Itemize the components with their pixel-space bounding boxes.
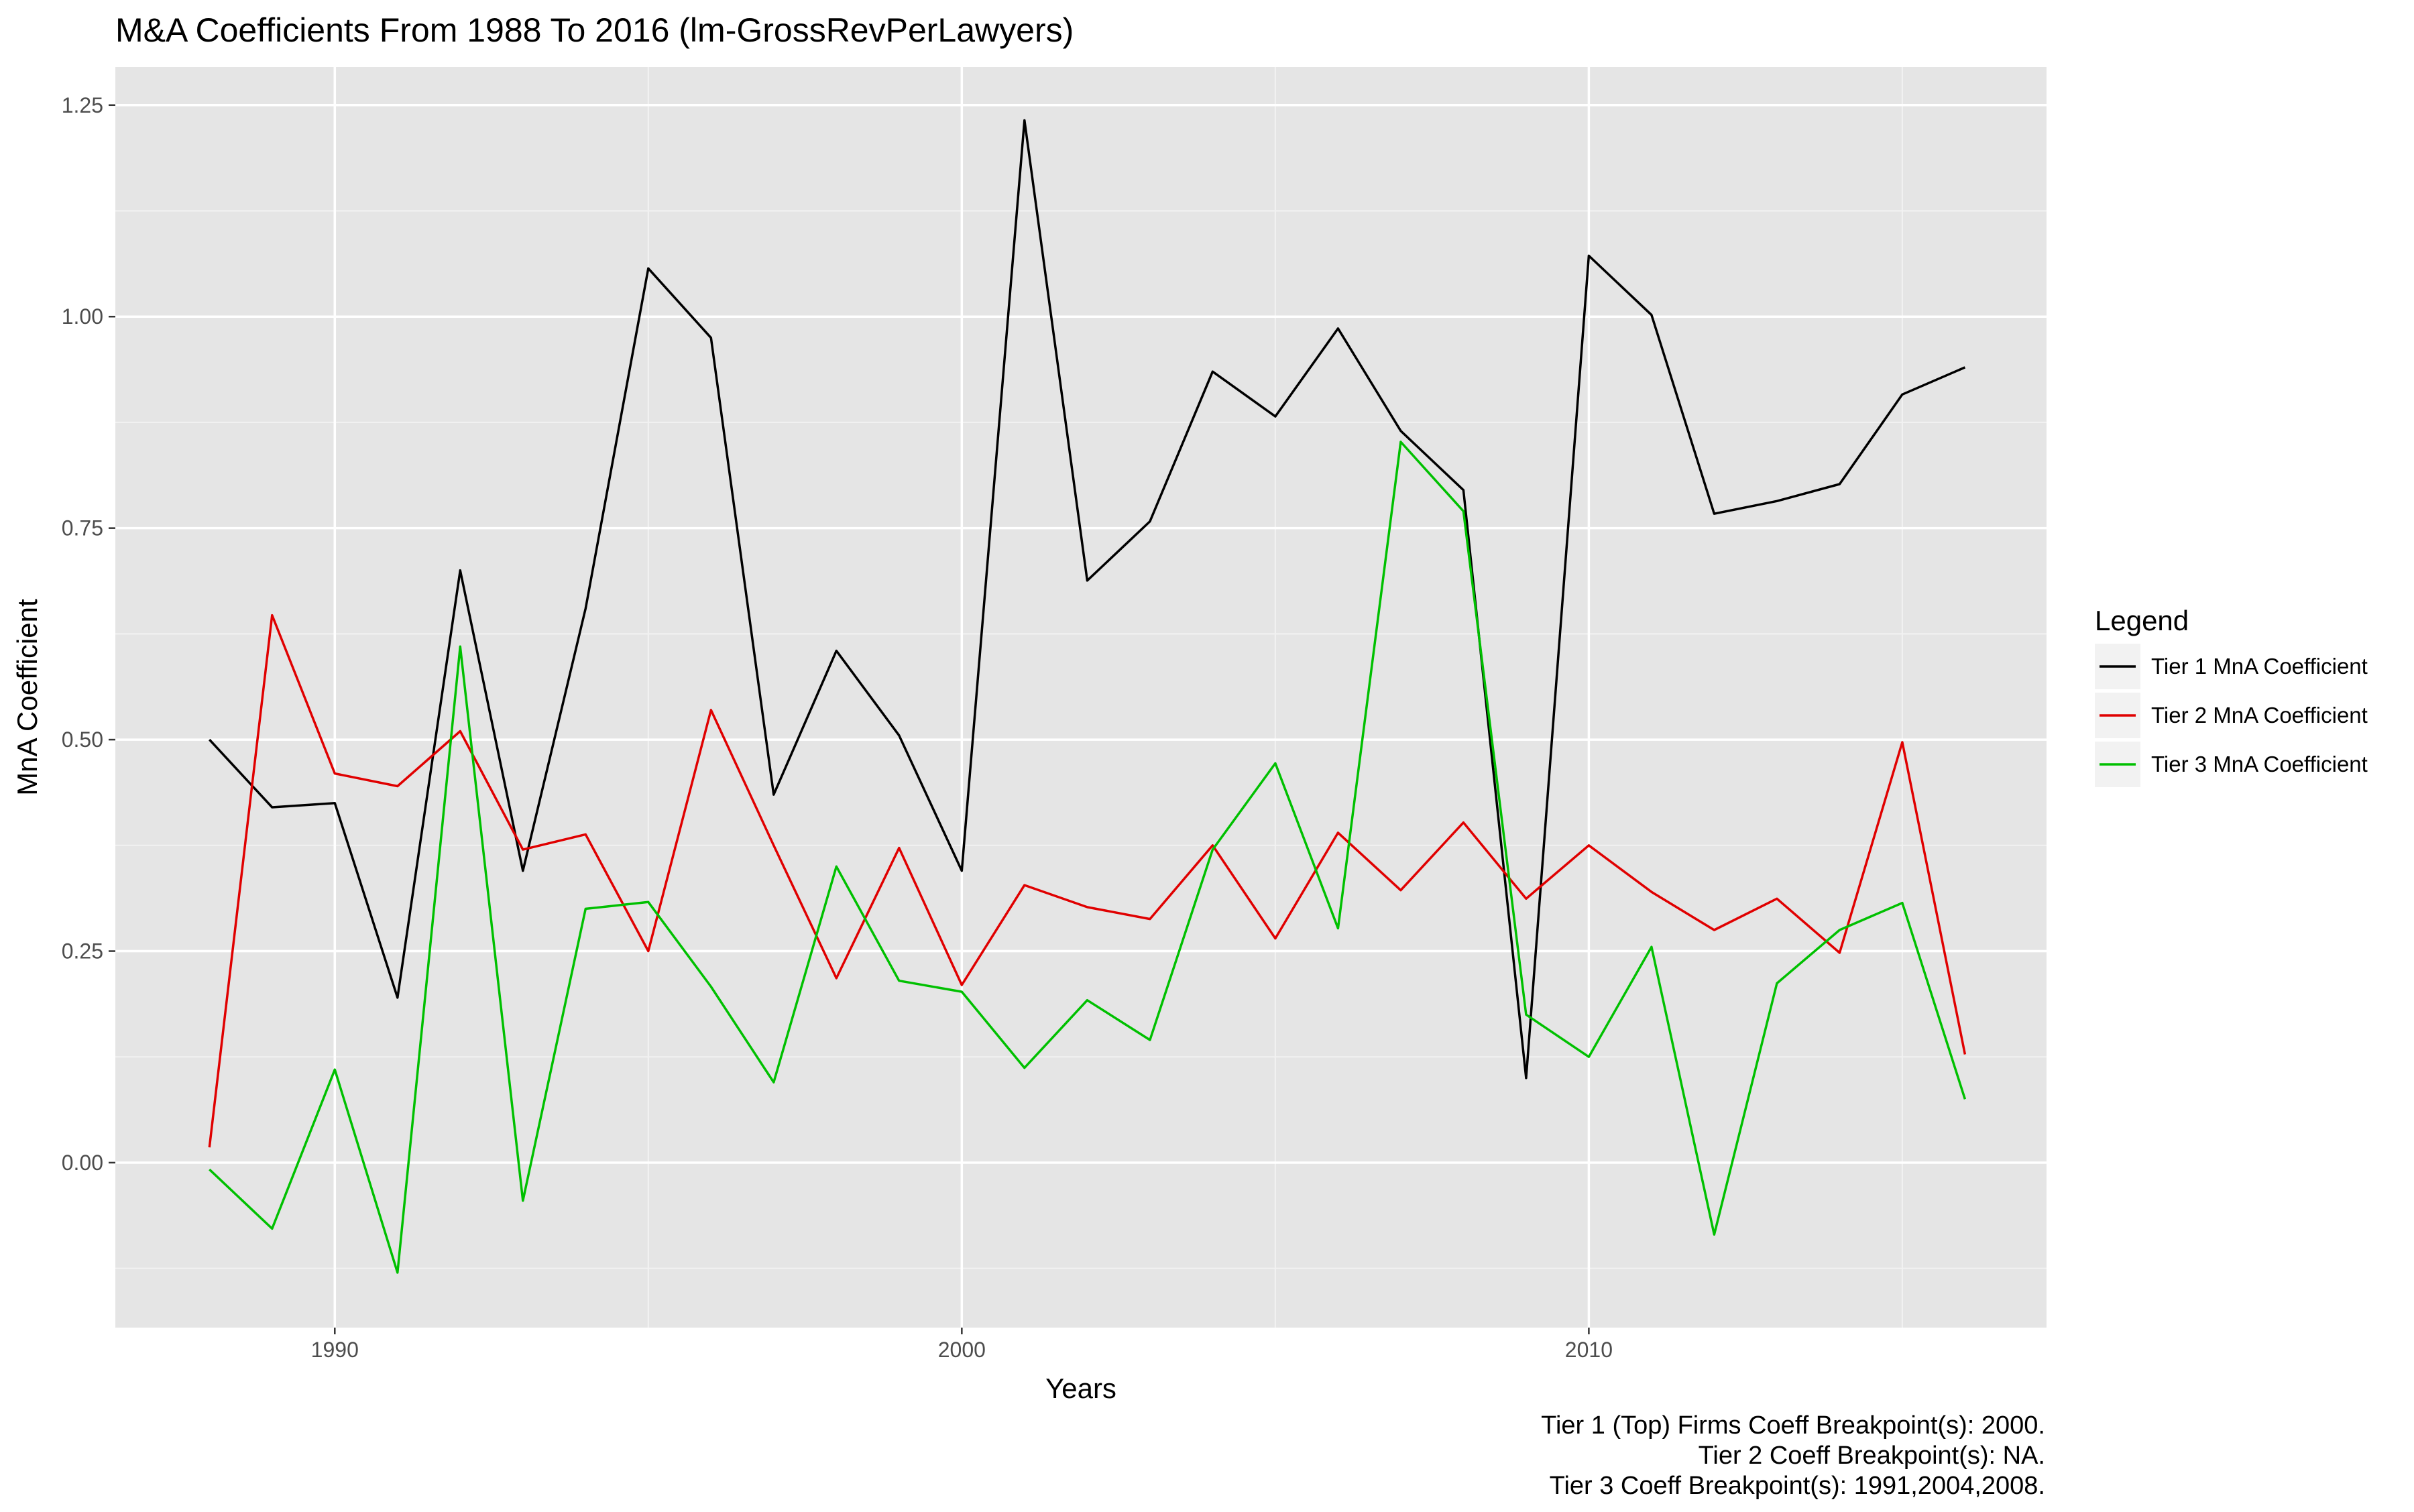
- x-tick-label: 2010: [1565, 1338, 1613, 1362]
- y-tick-label: 0.00: [62, 1151, 103, 1175]
- x-tick-label: 2000: [938, 1338, 986, 1362]
- series-line-tier-1: [209, 119, 1966, 1080]
- y-tick-label: 0.50: [62, 728, 103, 752]
- legend-items: Tier 1 MnA Coefficient Tier 2 MnA Coeffic…: [2095, 644, 2368, 787]
- legend-label-tier-2: Tier 2 MnA Coefficient: [2151, 703, 2368, 728]
- breakpoint-caption: Tier 1 (Top) Firms Coeff Breakpoint(s): …: [1541, 1411, 2045, 1500]
- x-axis-ticks: 1990 2000 2010: [311, 1328, 1613, 1362]
- caption-line-tier-3: Tier 3 Coeff Breakpoint(s): 1991,2004,20…: [1550, 1472, 2045, 1500]
- y-axis-ticks: 0.00 0.25 0.50 0.75 1.00 1.25: [62, 93, 115, 1175]
- y-tick-label: 1.00: [62, 304, 103, 329]
- x-tick-label: 1990: [311, 1338, 359, 1362]
- minor-gridlines: [115, 67, 2047, 1328]
- plot-panel: [115, 67, 2047, 1328]
- major-gridlines: [115, 67, 2047, 1328]
- series-line-tier-3: [209, 441, 1967, 1274]
- caption-line-tier-2: Tier 2 Coeff Breakpoint(s): NA.: [1699, 1442, 2045, 1470]
- legend-label-tier-3: Tier 3 MnA Coefficient: [2151, 752, 2368, 776]
- caption-line-tier-1: Tier 1 (Top) Firms Coeff Breakpoint(s): …: [1541, 1411, 2045, 1440]
- chart-title: M&A Coefficients From 1988 To 2016 (lm-G…: [115, 11, 1074, 49]
- series-lines: [208, 119, 1967, 1274]
- y-tick-label: 1.25: [62, 93, 103, 117]
- y-tick-label: 0.25: [62, 939, 103, 964]
- series-line-tier-2: [208, 614, 1967, 1148]
- legend-title: Legend: [2095, 605, 2189, 636]
- legend: Legend Tier 1 MnA Coefficient Tier 2 MnA …: [2095, 605, 2368, 787]
- legend-label-tier-1: Tier 1 MnA Coefficient: [2151, 654, 2368, 679]
- x-axis-title: Years: [1045, 1373, 1116, 1404]
- y-axis-title: MnA Coefficient: [11, 599, 43, 796]
- y-tick-label: 0.75: [62, 516, 103, 540]
